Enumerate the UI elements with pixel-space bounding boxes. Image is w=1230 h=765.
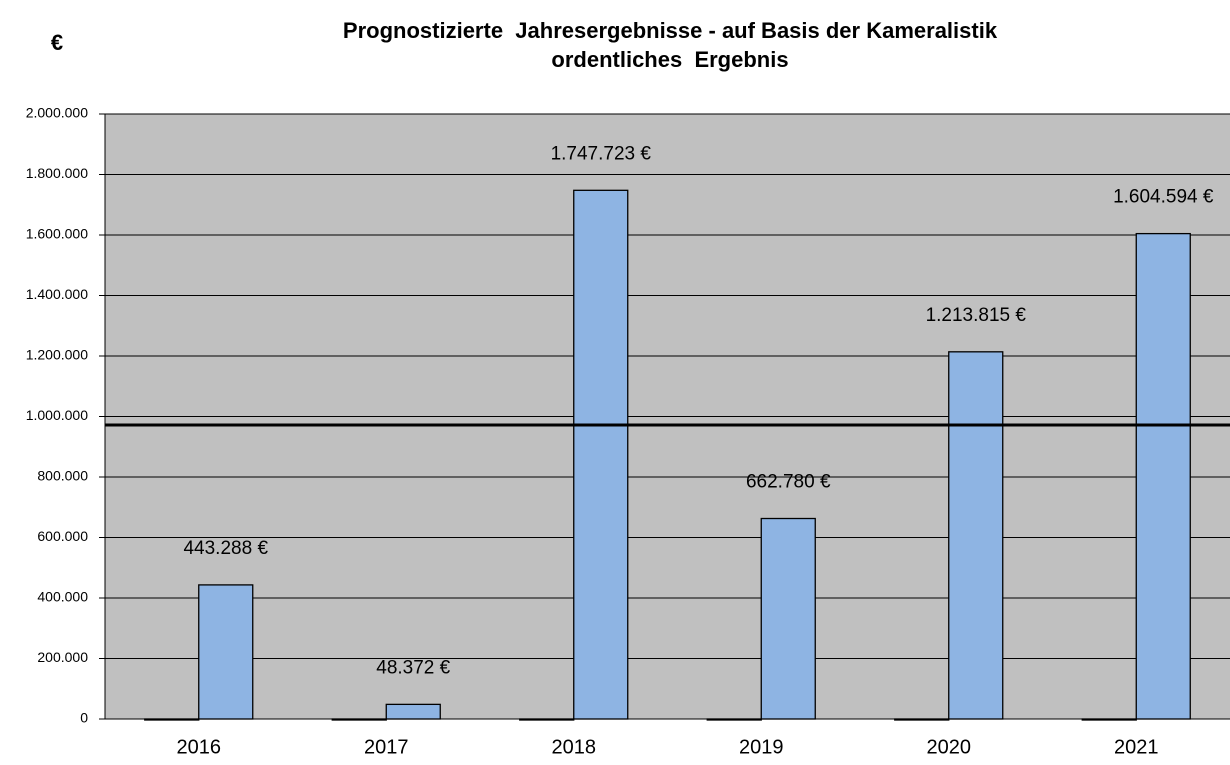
y-tick-label: 0 xyxy=(80,710,88,726)
value-label: 662.780 € xyxy=(746,472,831,493)
bar xyxy=(331,718,387,721)
x-tick-label: 2016 xyxy=(177,736,222,758)
y-tick-label: 1.800.000 xyxy=(26,165,88,181)
bar xyxy=(1081,718,1137,721)
bar xyxy=(706,718,762,721)
bar xyxy=(198,584,254,720)
bar xyxy=(894,718,950,721)
y-tick-label: 1.000.000 xyxy=(26,407,88,423)
y-axis-label: € xyxy=(51,30,63,55)
y-tick-label: 600.000 xyxy=(37,528,88,544)
y-tick-label: 200.000 xyxy=(37,649,88,665)
x-tick-label: 2018 xyxy=(552,736,597,758)
x-tick-label: 2017 xyxy=(364,736,409,758)
bar xyxy=(385,703,441,720)
value-label: 1.747.723 € xyxy=(551,143,652,164)
x-tick-label: 2020 xyxy=(927,736,972,758)
value-label: 48.372 € xyxy=(376,657,450,678)
y-tick-label: 1.600.000 xyxy=(26,226,88,242)
y-tick-label: 1.400.000 xyxy=(26,286,88,302)
y-tick-label: 800.000 xyxy=(37,468,88,484)
bar xyxy=(760,517,816,720)
value-label: 443.288 € xyxy=(183,538,268,559)
bar xyxy=(948,351,1004,720)
bar xyxy=(1135,232,1191,720)
x-tick-label: 2021 xyxy=(1114,736,1159,758)
bar xyxy=(144,718,200,721)
x-tick-label: 2019 xyxy=(739,736,784,758)
y-tick-label: 1.200.000 xyxy=(26,347,88,363)
chart-title: Prognostizierte Jahresergebnisse - auf B… xyxy=(343,18,998,43)
value-label: 1.604.594 € xyxy=(1113,187,1214,208)
bar xyxy=(573,189,629,720)
y-tick-label: 2.000.000 xyxy=(26,105,88,121)
y-tick-label: 400.000 xyxy=(37,589,88,605)
bar xyxy=(519,718,575,721)
chart-subtitle: ordentliches Ergebnis xyxy=(551,47,788,72)
value-label: 1.213.815 € xyxy=(926,305,1027,326)
